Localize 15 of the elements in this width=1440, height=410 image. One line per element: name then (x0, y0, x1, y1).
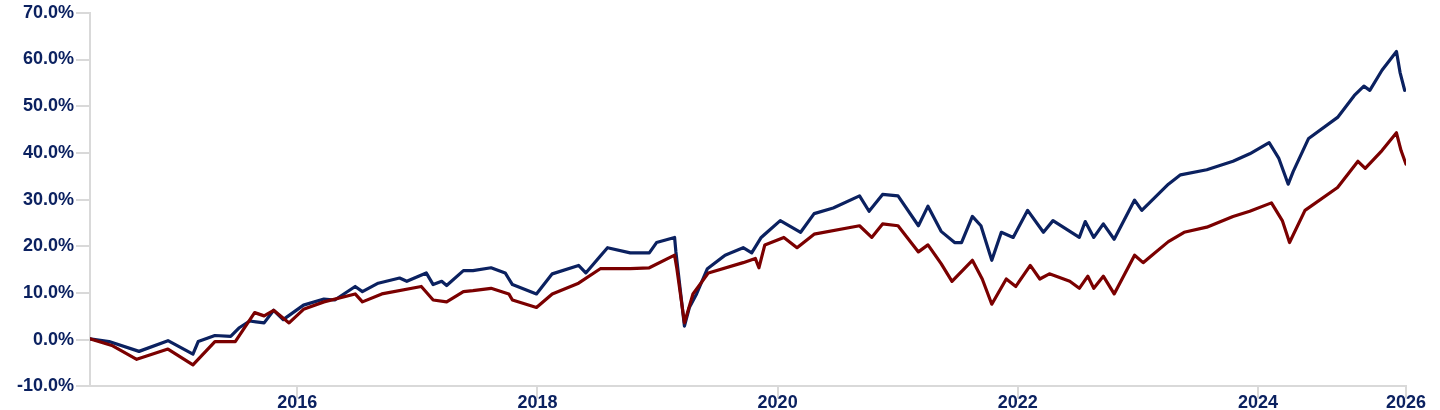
x-tick-label: 2026 (1385, 392, 1427, 410)
y-tick-label: 60.0% (22, 48, 74, 69)
x-tick-label: 2020 (757, 392, 798, 410)
x-tick-label: 2016 (277, 392, 318, 410)
x-tick-label: 2024 (1237, 392, 1278, 410)
y-tick-label: -10.0% (16, 375, 74, 396)
y-tick-label: 50.0% (22, 95, 74, 116)
y-tick-label: 70.0% (22, 1, 74, 22)
y-tick-label: 30.0% (22, 188, 74, 209)
y-tick-label: 0.0% (32, 328, 74, 349)
y-tick-label: 20.0% (22, 235, 74, 256)
x-tick-label: 2018 (517, 392, 558, 410)
y-tick-label: 10.0% (22, 281, 74, 302)
x-tick-label: 2022 (997, 392, 1038, 410)
y-tick-label: 40.0% (22, 141, 74, 162)
